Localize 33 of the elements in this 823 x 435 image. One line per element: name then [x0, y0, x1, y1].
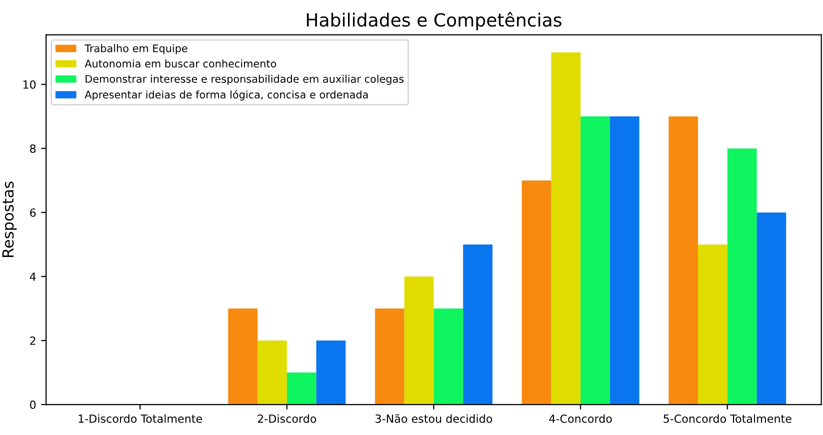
bar	[286, 372, 316, 405]
x-tick-label: 2-Discordo	[258, 414, 316, 423]
bar	[580, 116, 610, 405]
legend-label: Trabalho em Equipe	[84, 44, 188, 54]
y-tick-label: 2	[30, 336, 36, 345]
bar	[404, 276, 434, 405]
legend-label: Demonstrar interesse e responsabilidade em auxiliar colegas	[86, 74, 404, 85]
y-tick-label: 8	[30, 144, 36, 153]
chart-title: Habilidades e Competências	[306, 12, 562, 30]
x-tick-label: 3-Não estou decidido	[376, 414, 492, 423]
y-tick-label: 4	[30, 272, 36, 281]
y-tick-label: 10	[23, 80, 36, 89]
x-tick-label: 4-Concordo	[549, 414, 612, 423]
legend-label: Autonomia em buscar conhecimento	[84, 59, 276, 68]
x-tick-label: 5-Concordo Totalmente	[664, 414, 792, 423]
bar	[316, 340, 346, 405]
y-axis-title: Respostas	[2, 182, 17, 257]
bar	[668, 116, 698, 405]
bar	[551, 52, 581, 405]
x-tick-label: 1-Discordo Totalmente	[78, 414, 202, 423]
y-tick-label: 0	[30, 400, 36, 409]
bar	[374, 308, 404, 405]
bar	[228, 308, 258, 405]
bar	[610, 116, 640, 405]
bar	[522, 180, 552, 405]
bar	[698, 244, 728, 405]
bar	[258, 340, 287, 405]
y-tick-label: 6	[30, 208, 36, 217]
legend-label: Apresentar ideias de forma lógica, concisa e ordenada	[84, 90, 368, 101]
bar	[756, 212, 786, 405]
bar	[727, 148, 757, 405]
bar	[463, 244, 492, 405]
bar	[434, 308, 464, 405]
